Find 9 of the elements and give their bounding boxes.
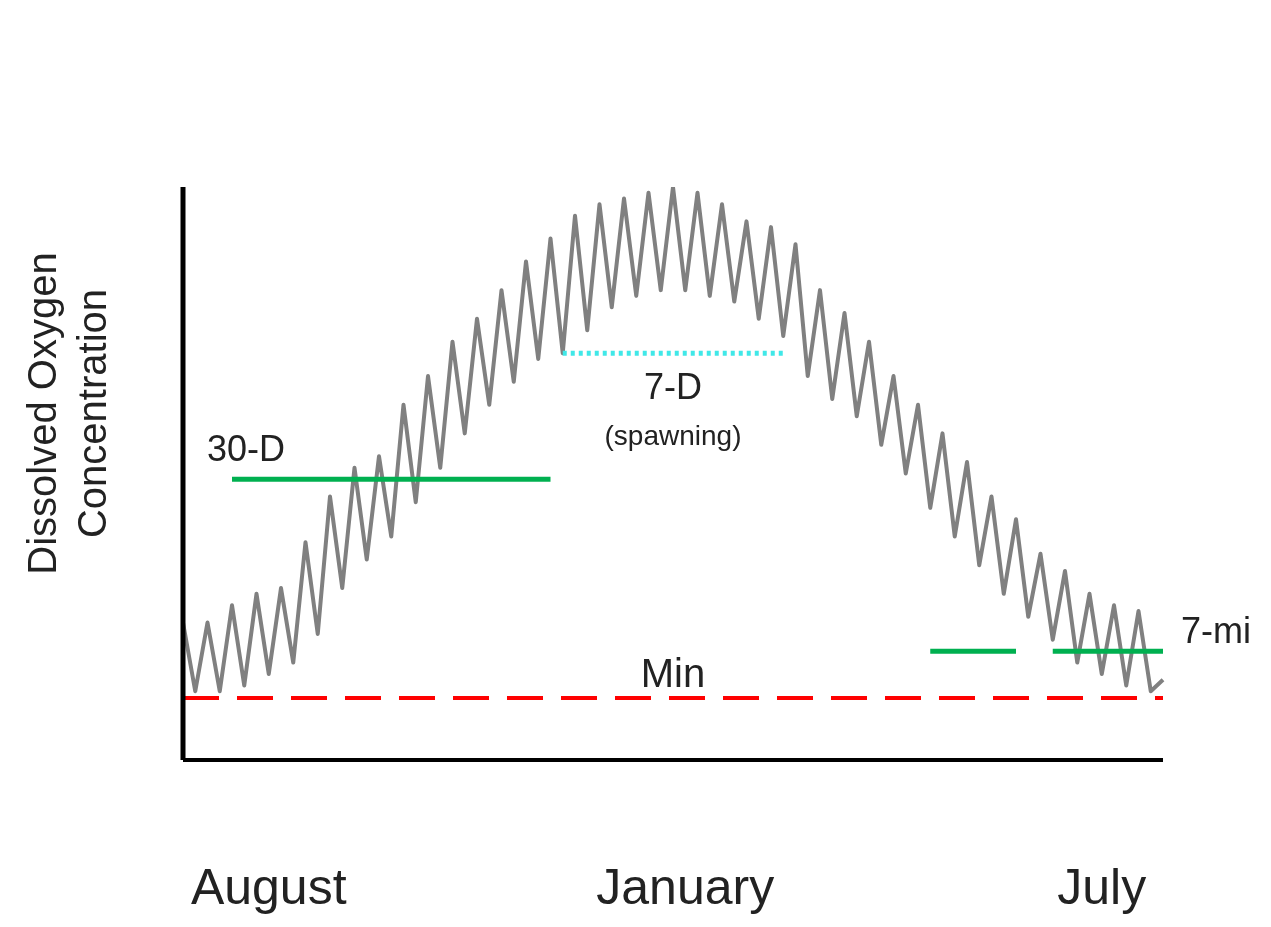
annotation: (spawning) [604,420,742,452]
x-tick-label: August [190,858,347,915]
series-label: 30-D [207,428,286,470]
y-axis-title: Dissolved Oxygen Concentration [20,252,114,575]
x-tick-label: January [596,858,775,915]
ref-line-label: Min [640,651,706,696]
series-label: 7-mi [1181,610,1251,652]
series-label: 7-D [643,366,703,408]
x-tick-label: July [1057,858,1147,915]
